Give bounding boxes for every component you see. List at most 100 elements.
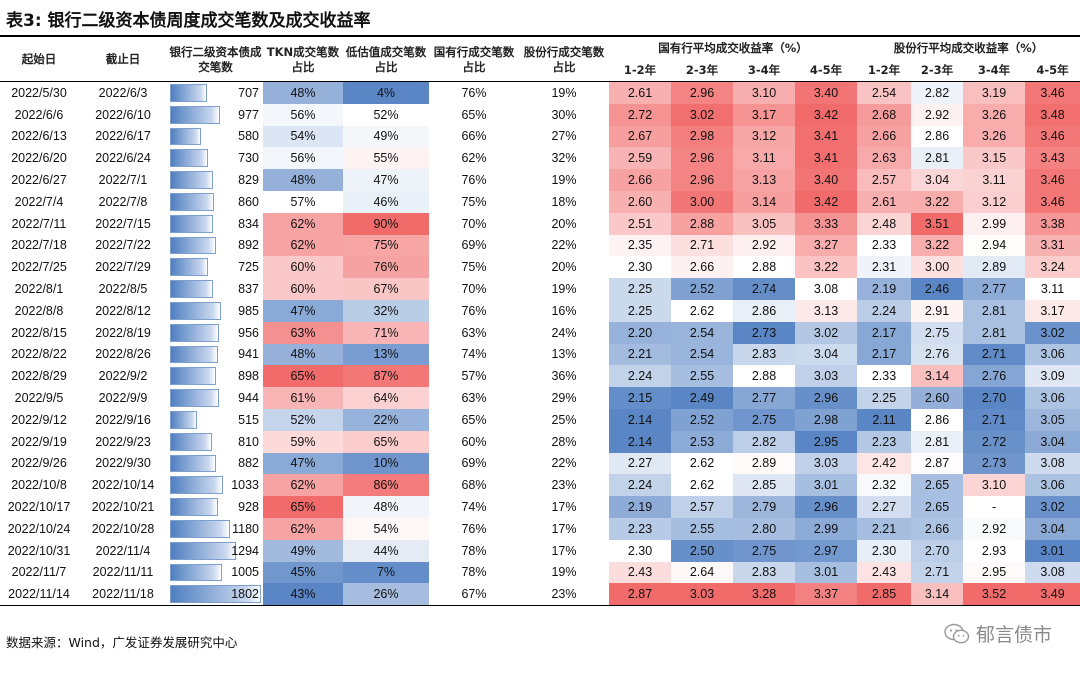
state-bank-yield-cell: 3.42: [795, 190, 858, 213]
state-bank-yield-cell: 3.27: [795, 234, 858, 257]
table-row: 2022/6/27 2022/7/1 829 48% 47% 76% 19% 2.66 2.96…: [0, 169, 1080, 191]
table-row: 2022/7/4 2022/7/8 860 57% 46% 75% 18% 2.60 3.00 3…: [0, 190, 1080, 213]
start-date-cell: 2022/6/27: [11, 173, 67, 188]
joint-stock-yield-cell: 2.86: [911, 408, 964, 431]
joint-stock-yield-cell: 2.48: [857, 212, 912, 235]
state-bank-ratio-cell: 70%: [461, 282, 487, 297]
end-date-cell: 2022/9/30: [95, 456, 151, 471]
table-body: 2022/5/30 2022/6/3 707 48% 4% 76% 19% 2.61 2.96 3…: [0, 81, 1080, 606]
joint-stock-yield-cell: 2.93: [963, 539, 1026, 562]
end-date-cell: 2022/7/1: [98, 173, 148, 188]
joint-stock-ratio-cell: 17%: [551, 500, 577, 515]
state-bank-yield-cell: 2.96: [671, 169, 733, 191]
state-bank-ratio-cell: 63%: [461, 325, 487, 340]
joint-stock-ratio-cell: 17%: [551, 521, 577, 536]
trade-count-bar: [170, 389, 219, 407]
header-joint-stock-ratio: 股份行成交笔数占比: [523, 45, 605, 74]
header-state-bank-ratio: 国有行成交笔数占比: [433, 45, 515, 74]
joint-stock-ratio-cell: 23%: [551, 478, 577, 493]
header-state-bank-yield: 国有行平均成交收益率（%）: [658, 40, 808, 55]
trade-count-bar: [170, 585, 261, 604]
start-date-cell: 2022/8/15: [11, 325, 67, 340]
low-valuation-ratio-cell: 22%: [343, 408, 429, 431]
state-bank-yield-cell: 3.14: [733, 190, 795, 213]
table-row: 2022/6/13 2022/6/17 580 54% 49% 66% 27% 2.67 2.9…: [0, 125, 1080, 148]
state-bank-yield-cell: 3.01: [795, 474, 858, 497]
tkn-ratio-cell: 65%: [263, 496, 343, 518]
state-bank-yield-cell: 2.52: [671, 408, 733, 431]
state-bank-yield-cell: 3.00: [671, 190, 733, 213]
state-bank-yield-cell: 2.25: [609, 278, 671, 300]
trade-count-cell: 1294: [168, 540, 263, 562]
state-bank-yield-cell: 2.85: [733, 474, 795, 497]
trade-count-value: 580: [238, 129, 259, 144]
tkn-ratio-cell: 57%: [263, 190, 343, 213]
state-bank-yield-cell: 2.73: [733, 321, 795, 344]
trade-count-bar: [170, 301, 221, 320]
state-bank-ratio-cell: 75%: [461, 260, 487, 275]
trade-count-cell: 1180: [168, 518, 263, 540]
joint-stock-yield-cell: 3.51: [911, 212, 964, 235]
state-bank-yield-cell: 2.14: [609, 408, 671, 431]
joint-stock-yield-cell: 3.22: [911, 234, 964, 257]
state-bank-yield-cell: 2.88: [733, 256, 795, 279]
trade-count-value: 1294: [231, 543, 259, 558]
trade-count-bar: [170, 563, 222, 582]
title-divider: [0, 35, 1080, 37]
end-date-cell: 2022/7/8: [98, 194, 148, 209]
joint-stock-yield-cell: 2.95: [963, 561, 1026, 584]
start-date-cell: 2022/8/22: [11, 347, 67, 362]
state-bank-yield-cell: 3.01: [795, 561, 858, 584]
trade-count-bar: [170, 541, 236, 560]
joint-stock-yield-cell: 3.49: [1025, 583, 1080, 606]
joint-stock-yield-cell: 3.06: [1025, 343, 1080, 366]
state-bank-yield-cell: 2.30: [609, 256, 671, 279]
state-bank-yield-cell: 3.12: [733, 125, 795, 148]
end-date-cell: 2022/9/16: [95, 412, 151, 427]
tkn-ratio-cell: 59%: [263, 430, 343, 453]
joint-stock-yield-cell: 3.46: [1025, 190, 1080, 213]
trade-count-cell: 882: [168, 453, 263, 475]
start-date-cell: 2022/6/20: [11, 151, 67, 166]
state-bank-yield-cell: 2.54: [671, 343, 733, 366]
joint-stock-yield-cell: 2.65: [911, 496, 964, 518]
trade-count-cell: 515: [168, 409, 263, 431]
header-joint-stock-yield: 股份行平均成交收益率（%）: [893, 40, 1044, 55]
header-end-date: 截止日: [105, 51, 141, 66]
joint-stock-yield-cell: 2.77: [963, 278, 1026, 300]
state-bank-yield-cell: 2.20: [609, 321, 671, 344]
joint-stock-yield-cell: 2.99: [963, 212, 1026, 235]
trade-count-value: 892: [238, 238, 259, 253]
state-bank-yield-cell: 2.95: [795, 430, 858, 453]
state-bank-yield-cell: 2.35: [609, 234, 671, 257]
joint-stock-yield-cell: 2.57: [857, 169, 912, 191]
table-row: 2022/9/19 2022/9/23 810 59% 65% 60% 28% 2.14 2.5…: [0, 430, 1080, 453]
state-bank-yield-cell: 2.53: [671, 430, 733, 453]
trade-count-cell: 707: [168, 82, 263, 104]
state-bank-yield-cell: 3.03: [795, 452, 858, 475]
low-valuation-ratio-cell: 26%: [343, 583, 429, 606]
joint-stock-yield-cell: 2.19: [857, 278, 912, 300]
trade-count-bar: [170, 367, 217, 386]
joint-stock-yield-cell: 3.04: [1025, 517, 1080, 540]
low-valuation-ratio-cell: 75%: [343, 234, 429, 257]
state-bank-yield-cell: 2.24: [609, 365, 671, 388]
state-bank-yield-cell: 2.75: [733, 539, 795, 562]
header-term: 1-2年: [867, 62, 901, 77]
start-date-cell: 2022/7/18: [11, 238, 67, 253]
start-date-cell: 2022/9/26: [11, 456, 67, 471]
joint-stock-yield-cell: 2.86: [911, 125, 964, 148]
low-valuation-ratio-cell: 47%: [343, 169, 429, 191]
joint-stock-yield-cell: 2.70: [963, 387, 1026, 409]
tkn-ratio-cell: 60%: [263, 256, 343, 279]
state-bank-ratio-cell: 57%: [461, 369, 487, 384]
state-bank-ratio-cell: 66%: [461, 129, 487, 144]
end-date-cell: 2022/10/28: [91, 521, 155, 536]
trade-count-value: 882: [238, 456, 259, 471]
trade-count-cell: 860: [168, 191, 263, 213]
table-row: 2022/8/15 2022/8/19 956 63% 71% 63% 24% 2.20 2.5…: [0, 321, 1080, 344]
end-date-cell: 2022/9/23: [95, 434, 151, 449]
state-bank-yield-cell: 2.67: [609, 125, 671, 148]
low-valuation-ratio-cell: 7%: [343, 561, 429, 584]
tkn-ratio-cell: 62%: [263, 234, 343, 257]
